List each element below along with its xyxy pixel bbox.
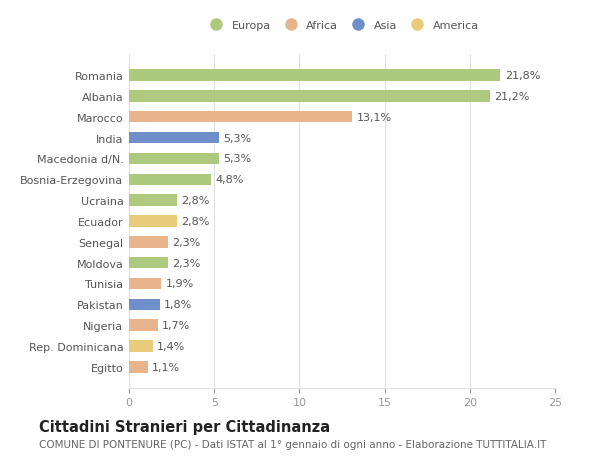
Bar [129, 299, 160, 310]
Bar [129, 278, 161, 290]
Text: 5,3%: 5,3% [224, 154, 251, 164]
Text: 2,3%: 2,3% [172, 258, 201, 268]
Legend: Europa, Africa, Asia, America: Europa, Africa, Asia, America [202, 17, 482, 34]
Bar [129, 91, 490, 102]
Bar [129, 341, 153, 352]
Text: 2,8%: 2,8% [181, 196, 209, 206]
Text: 13,1%: 13,1% [356, 112, 392, 123]
Text: 1,1%: 1,1% [152, 362, 180, 372]
Text: 21,8%: 21,8% [505, 71, 540, 81]
Bar [129, 257, 168, 269]
Text: Cittadini Stranieri per Cittadinanza: Cittadini Stranieri per Cittadinanza [39, 419, 330, 434]
Bar [129, 153, 220, 165]
Text: 1,4%: 1,4% [157, 341, 185, 351]
Bar [129, 174, 211, 185]
Bar [129, 70, 500, 82]
Text: 2,3%: 2,3% [172, 237, 201, 247]
Text: 21,2%: 21,2% [494, 92, 530, 102]
Bar [129, 236, 168, 248]
Text: 1,8%: 1,8% [164, 300, 192, 310]
Text: 4,8%: 4,8% [215, 175, 244, 185]
Bar [129, 216, 177, 227]
Bar [129, 320, 158, 331]
Text: 1,7%: 1,7% [162, 320, 190, 330]
Text: COMUNE DI PONTENURE (PC) - Dati ISTAT al 1° gennaio di ogni anno - Elaborazione : COMUNE DI PONTENURE (PC) - Dati ISTAT al… [39, 439, 547, 449]
Bar [129, 112, 352, 123]
Text: 2,8%: 2,8% [181, 217, 209, 226]
Text: 1,9%: 1,9% [166, 279, 194, 289]
Text: 5,3%: 5,3% [224, 133, 251, 143]
Bar [129, 195, 177, 207]
Bar [129, 361, 148, 373]
Bar [129, 133, 220, 144]
